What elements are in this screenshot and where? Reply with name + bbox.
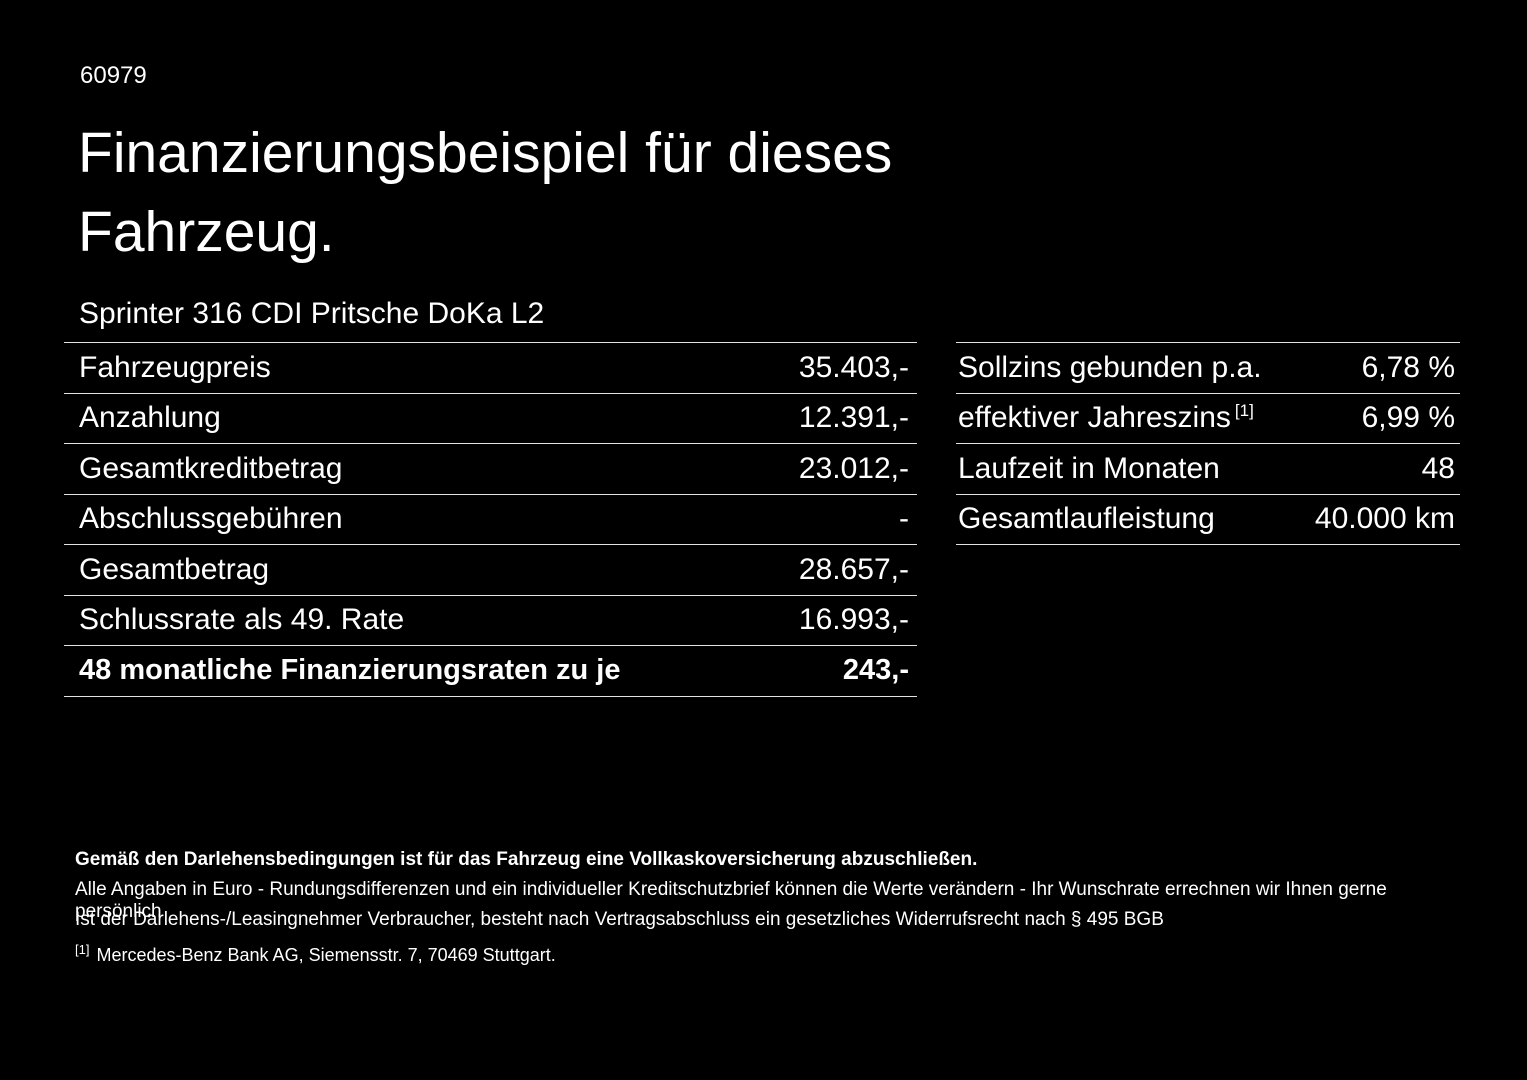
- row-value: 243,-: [842, 654, 909, 687]
- table-row: Laufzeit in Monaten 48: [956, 443, 1460, 494]
- row-value: 48: [1421, 451, 1455, 485]
- row-label: effektiver Jahreszins [1]: [958, 401, 1254, 435]
- row-label: Anzahlung: [79, 401, 221, 435]
- row-label-text: effektiver Jahreszins: [958, 401, 1231, 435]
- table-row: Fahrzeugpreis 35.403,-: [64, 342, 917, 393]
- row-label: 48 monatliche Finanzierungsraten zu je: [79, 654, 621, 687]
- table-row: Gesamtbetrag 28.657,-: [64, 544, 917, 595]
- row-label: Abschlussgebühren: [79, 502, 343, 536]
- row-label: Laufzeit in Monaten: [958, 451, 1220, 485]
- row-value: 6,78 %: [1361, 350, 1455, 384]
- row-label: Sollzins gebunden p.a.: [958, 350, 1262, 384]
- row-label: Fahrzeugpreis: [79, 350, 271, 384]
- disclaimer-line1: Alle Angaben in Euro - Rundungsdifferenz…: [75, 879, 1387, 922]
- footnote: [1] Mercedes-Benz Bank AG, Siemensstr. 7,…: [75, 942, 1475, 966]
- table-row-monthly-rate: 48 monatliche Finanzierungsraten zu je 2…: [64, 645, 917, 696]
- table-row: Gesamtlaufleistung 40.000 km: [956, 493, 1460, 545]
- row-value: 16.993,-: [798, 603, 909, 637]
- page-title-line2: Fahrzeug.: [78, 200, 335, 264]
- row-value: 6,99 %: [1361, 401, 1455, 435]
- insurance-note: Gemäß den Darlehensbedingungen ist für d…: [75, 849, 978, 870]
- row-label: Gesamtkreditbetrag: [79, 451, 343, 485]
- table-row: Gesamtkreditbetrag 23.012,-: [64, 443, 917, 494]
- row-value: -: [899, 502, 909, 536]
- financing-conditions-table: Sollzins gebunden p.a. 6,78 % effektiver…: [956, 342, 1460, 545]
- page-title: Finanzierungsbeispiel für dieses Fahrzeug…: [78, 114, 892, 272]
- financing-amounts-table: Fahrzeugpreis 35.403,- Anzahlung 12.391,…: [64, 342, 917, 697]
- row-label: Schlussrate als 49. Rate: [79, 603, 405, 637]
- table-row: effektiver Jahreszins [1] 6,99 %: [956, 392, 1460, 444]
- row-value: 23.012,-: [798, 451, 909, 485]
- table-row: Sollzins gebunden p.a. 6,78 %: [956, 342, 1460, 393]
- row-value: 28.657,-: [798, 552, 909, 586]
- footnote-reference: [1]: [1234, 401, 1254, 421]
- table-row: Abschlussgebühren -: [64, 493, 917, 545]
- table-row: Anzahlung 12.391,-: [64, 392, 917, 444]
- footnote-marker: [1]: [75, 942, 90, 957]
- row-label: Gesamtlaufleistung: [958, 502, 1215, 536]
- table-row: Schlussrate als 49. Rate 16.993,-: [64, 594, 917, 646]
- row-value: 12.391,-: [798, 401, 909, 435]
- disclaimer-line2: Ist der Darlehens-/Leasingnehmer Verbrau…: [75, 909, 1164, 930]
- row-value: 35.403,-: [798, 350, 909, 384]
- footnote-text: Mercedes-Benz Bank AG, Siemensstr. 7, 70…: [96, 945, 556, 965]
- page-title-line1: Finanzierungsbeispiel für dieses: [78, 121, 893, 185]
- vehicle-model: Sprinter 316 CDI Pritsche DoKa L2: [79, 297, 545, 330]
- row-value: 40.000 km: [1314, 502, 1455, 536]
- row-label: Gesamtbetrag: [79, 552, 270, 586]
- vehicle-id: 60979: [80, 62, 147, 89]
